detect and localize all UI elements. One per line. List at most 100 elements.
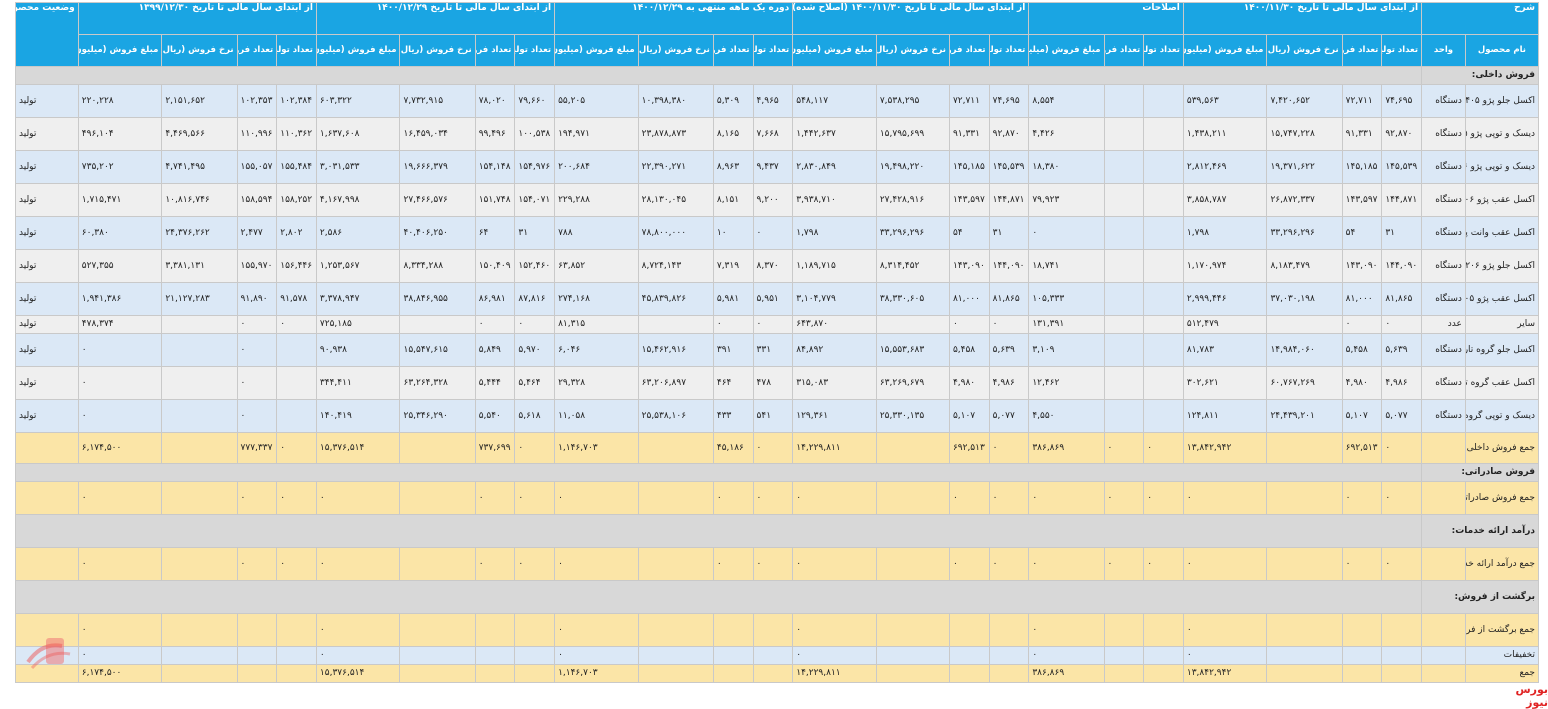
value-cell [276, 399, 317, 433]
value-cell: ۴,۴۲۶ [1028, 117, 1105, 151]
value-cell: ۲۵,۳۴۶,۲۹۰ [399, 399, 476, 433]
value-cell: ۰ [514, 432, 556, 464]
value-cell [1143, 249, 1184, 283]
value-cell: ۱۰۲,۳۵۳ [236, 84, 278, 118]
value-cell: ۴,۵۵۰ [1028, 399, 1105, 433]
unit-cell: دستگاه [1421, 216, 1466, 250]
column-header: تعداد فروش [1341, 34, 1383, 67]
value-cell [988, 613, 1030, 647]
value-cell: ۹۱,۸۹۰ [236, 282, 278, 316]
value-cell: ۱۰۲,۳۸۴ [276, 84, 317, 118]
unit-cell [1421, 432, 1466, 464]
value-cell: ۰ [792, 613, 877, 647]
value-cell: ۰ [514, 547, 556, 581]
value-cell [637, 315, 714, 334]
value-cell: ۱۴۳,۰۹۰ [1341, 249, 1383, 283]
value-cell: ۱۴۵,۵۳۹ [1381, 150, 1423, 184]
value-cell: ۵۱۲,۴۷۹ [1182, 315, 1268, 334]
value-cell: ۰ [276, 481, 317, 515]
value-cell: ۳۸۶,۸۶۹ [1028, 664, 1105, 683]
report-container: شرح از ابتدای سال مالی تا تاریخ ۱۴۰۰/۱۱/۳… [14, 2, 1540, 683]
value-cell: ۲۷۴,۱۶۸ [554, 282, 639, 316]
value-cell: ۱۲,۴۶۲ [1028, 366, 1105, 400]
value-cell: ۷۷۷,۳۳۷ [236, 432, 278, 464]
value-cell [161, 432, 238, 464]
value-cell: ۲۷,۴۶۶,۵۷۶ [399, 183, 476, 217]
value-cell: ۸,۵۵۴ [1028, 84, 1105, 118]
value-cell: ۰ [276, 432, 317, 464]
value-cell: ۰ [554, 646, 639, 665]
column-header: نرخ فروش (ریال) [1266, 34, 1343, 67]
value-cell: ۳۰۲,۶۲۱ [1182, 366, 1268, 400]
status-cell [15, 664, 79, 683]
value-cell [637, 646, 714, 665]
column-header: تعداد فروش [948, 34, 990, 67]
value-cell: ۰ [77, 613, 163, 647]
value-cell: ۶,۰۴۶ [554, 333, 639, 367]
product-name: دیسک و توپی گروه تارا [1464, 399, 1540, 433]
value-cell: ۴۷۸ [752, 366, 794, 400]
value-cell [276, 613, 317, 647]
value-cell: ۰ [1182, 646, 1268, 665]
column-header: نرخ فروش (ریال) [637, 34, 714, 67]
product-name: اکسل عقب پژو ۲۰۶ [1464, 183, 1540, 217]
value-cell [1103, 646, 1145, 665]
value-cell: ۱۵,۷۹۵,۶۹۹ [875, 117, 950, 151]
value-cell: ۸۱,۰۰۰ [1341, 282, 1383, 316]
value-cell: ۱۴۳,۵۹۷ [948, 183, 990, 217]
value-cell: ۹,۴۳۷ [752, 150, 794, 184]
value-cell: ۱۵,۴۶۲,۹۱۶ [637, 333, 714, 367]
value-cell: ۲,۸۰۲ [276, 216, 317, 250]
value-cell: ۹۱,۳۳۱ [1341, 117, 1383, 151]
value-cell [712, 613, 754, 647]
value-cell: ۰ [1103, 481, 1145, 515]
value-cell: ۱,۴۴۲,۶۳۷ [792, 117, 877, 151]
section-row: برگشت از فروش: [14, 580, 1539, 614]
value-cell: ۱۵۱,۷۴۸ [474, 183, 516, 217]
value-cell: ۱۰۰,۵۳۸ [514, 117, 556, 151]
unit-cell: عدد [1421, 315, 1466, 334]
value-cell: ۰ [1028, 547, 1105, 581]
value-cell: ۳۴۴,۴۱۱ [315, 366, 401, 400]
value-cell [1103, 399, 1145, 433]
value-cell [514, 613, 556, 647]
value-cell: ۰ [752, 216, 794, 250]
value-cell [1266, 315, 1343, 334]
value-cell: ۳,۹۳۸,۷۱۰ [792, 183, 877, 217]
value-cell: ۱۴۴,۸۷۱ [1381, 183, 1423, 217]
value-cell: ۶۰,۳۸۰ [77, 216, 163, 250]
section-label: فروش صادراتی: [1421, 463, 1539, 482]
value-cell [988, 664, 1030, 683]
value-cell [1143, 613, 1184, 647]
value-cell: ۵,۶۳۹ [988, 333, 1030, 367]
total-row: جمع فروش داخلی ۰ ۶۹۲,۵۱۳ ۱۳,۸۴۲,۹۴۲ ۰ ۰ ۳۸۶,۸۶… [15, 432, 1540, 464]
column-header: مبلغ فروش (میلیون ریال) [315, 34, 401, 67]
value-cell: ۱۴,۹۸۴,۰۶۰ [1266, 333, 1343, 367]
column-header: تعداد تولید [1381, 34, 1423, 67]
value-cell [1266, 481, 1343, 515]
table-row: اکسل عقب پژو ۴۰۵دستگاه۸۱,۸۶۵۸۱,۰۰۰۳۷,۰۳۰… [15, 282, 1540, 316]
value-cell [637, 547, 714, 581]
unit-cell: دستگاه [1421, 183, 1466, 217]
value-cell: ۵,۱۰۷ [948, 399, 990, 433]
value-cell [1103, 150, 1145, 184]
value-cell: ۷۹,۶۶۰ [514, 84, 556, 118]
value-cell: ۶۰۳,۳۲۲ [315, 84, 401, 118]
value-cell: ۰ [77, 547, 163, 581]
value-cell: ۲۷,۴۲۸,۹۱۶ [875, 183, 950, 217]
value-cell: ۱,۷۹۸ [1182, 216, 1268, 250]
section-filler [14, 580, 1423, 614]
header-group: اصلاحات [1028, 2, 1184, 35]
value-cell: ۳۳,۲۹۶,۲۹۶ [1266, 216, 1343, 250]
status-cell: تولید [15, 84, 79, 118]
value-cell: ۶۴۳,۸۷۰ [792, 315, 877, 334]
value-cell: ۱۰,۳۹۸,۳۸۰ [637, 84, 714, 118]
status-cell: تولید [15, 150, 79, 184]
value-cell: ۶,۱۷۴,۵۰۰ [77, 432, 163, 464]
value-cell: ۰ [752, 315, 794, 334]
value-cell: ۰ [792, 481, 877, 515]
value-cell: ۷۲,۷۱۱ [1341, 84, 1383, 118]
table-row: اکسل عقب گروه تارادستگاه۴,۹۸۶۴,۹۸۰۶۰,۷۶۷… [15, 366, 1540, 400]
value-cell: ۰ [554, 547, 639, 581]
value-cell [399, 547, 476, 581]
